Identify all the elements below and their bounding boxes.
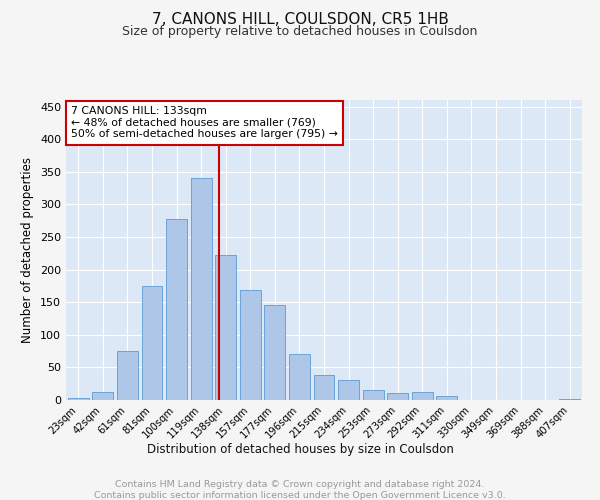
Bar — [68, 398, 89, 400]
Bar — [559, 398, 580, 400]
Bar — [117, 351, 138, 400]
Bar — [166, 218, 187, 400]
Bar — [191, 178, 212, 400]
Bar — [314, 375, 334, 400]
Bar — [142, 286, 163, 400]
Bar — [436, 396, 457, 400]
Bar — [215, 255, 236, 400]
Y-axis label: Number of detached properties: Number of detached properties — [22, 157, 34, 343]
Bar — [92, 392, 113, 400]
Text: Contains HM Land Registry data © Crown copyright and database right 2024.: Contains HM Land Registry data © Crown c… — [115, 480, 485, 489]
Text: Distribution of detached houses by size in Coulsdon: Distribution of detached houses by size … — [146, 442, 454, 456]
Text: 7 CANONS HILL: 133sqm
← 48% of detached houses are smaller (769)
50% of semi-det: 7 CANONS HILL: 133sqm ← 48% of detached … — [71, 106, 338, 139]
Bar — [240, 290, 261, 400]
Bar — [338, 380, 359, 400]
Bar — [362, 390, 383, 400]
Bar — [265, 306, 286, 400]
Bar — [289, 354, 310, 400]
Text: Contains public sector information licensed under the Open Government Licence v3: Contains public sector information licen… — [94, 491, 506, 500]
Text: 7, CANONS HILL, COULSDON, CR5 1HB: 7, CANONS HILL, COULSDON, CR5 1HB — [152, 12, 448, 28]
Bar — [412, 392, 433, 400]
Text: Size of property relative to detached houses in Coulsdon: Size of property relative to detached ho… — [122, 25, 478, 38]
Bar — [387, 393, 408, 400]
